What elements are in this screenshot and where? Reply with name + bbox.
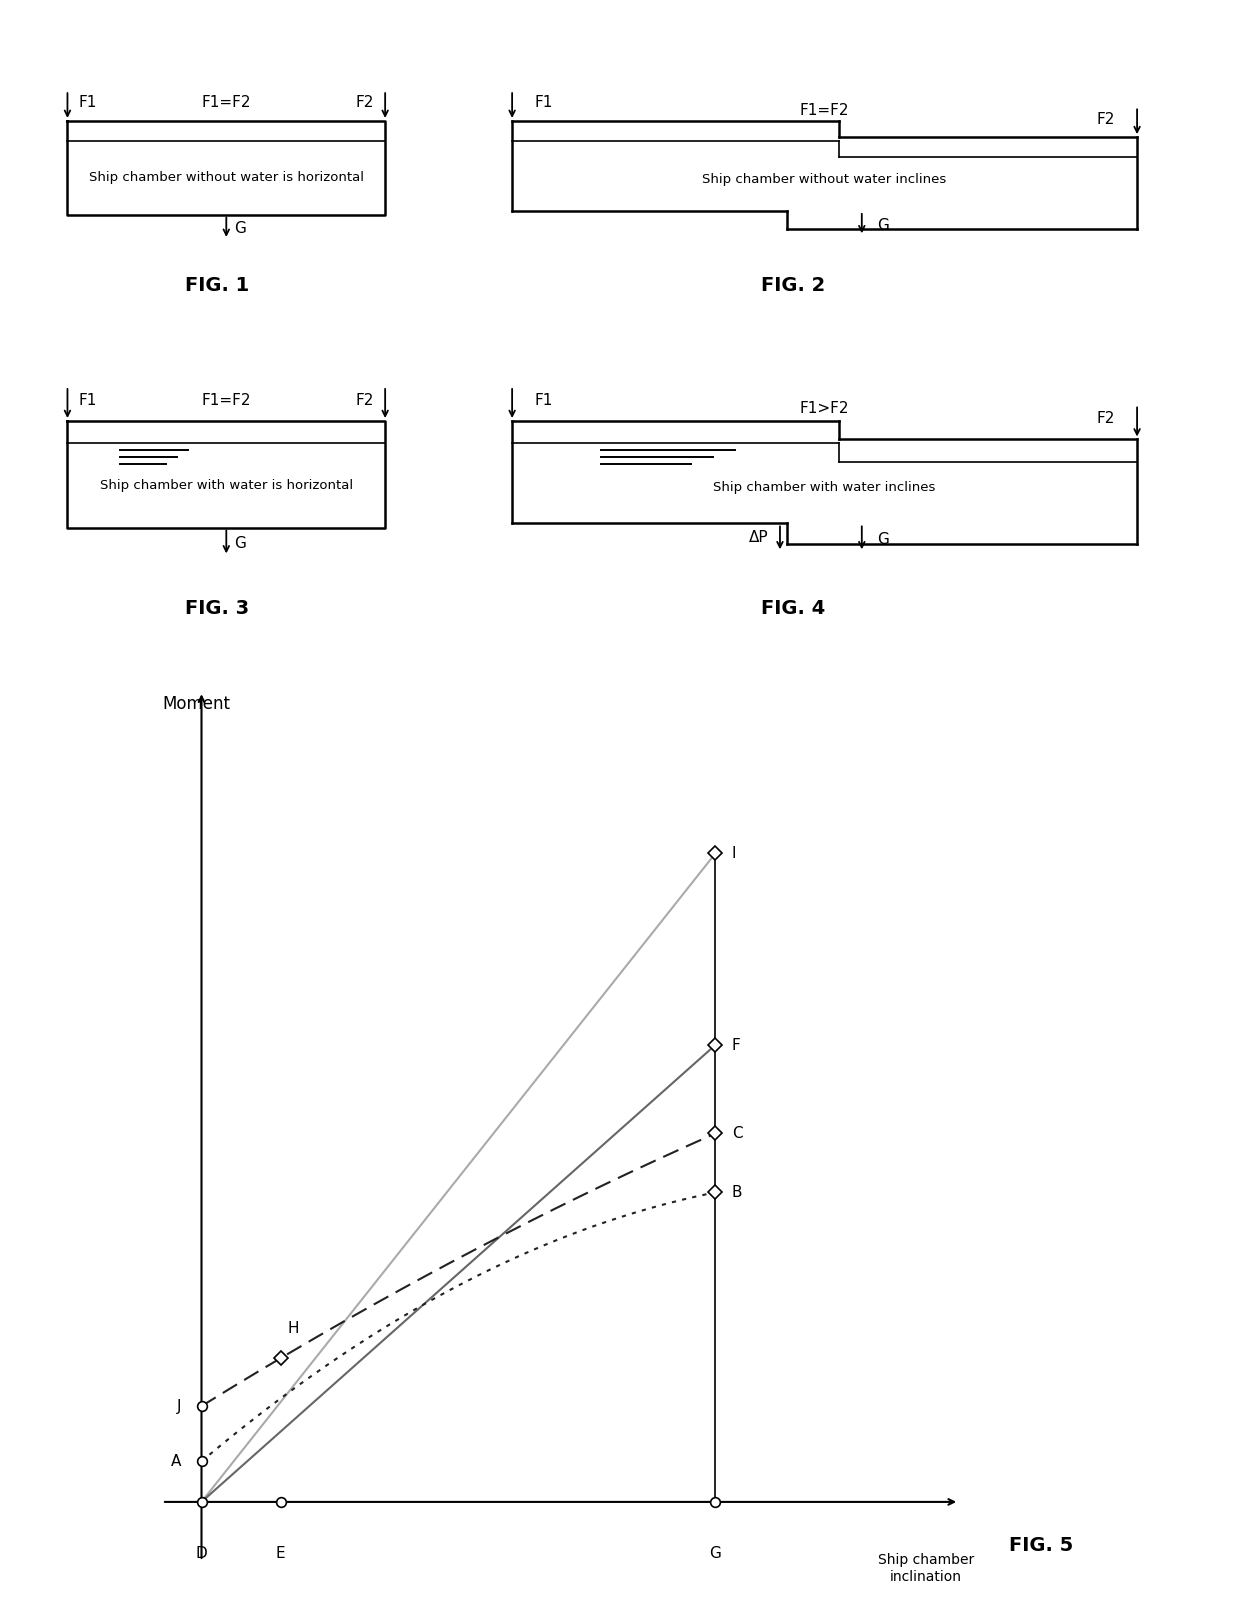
- Text: E: E: [275, 1547, 285, 1561]
- Text: F2: F2: [356, 95, 373, 110]
- Text: G: G: [234, 221, 246, 236]
- Text: Ship chamber without water inclines: Ship chamber without water inclines: [703, 173, 946, 186]
- Text: G: G: [709, 1547, 722, 1561]
- Text: F2: F2: [1096, 112, 1115, 126]
- Text: A: A: [171, 1454, 182, 1469]
- Text: F2: F2: [1096, 412, 1115, 427]
- Text: F1>F2: F1>F2: [800, 401, 849, 415]
- Text: J: J: [177, 1398, 182, 1414]
- Text: F1: F1: [79, 393, 97, 407]
- Text: G: G: [877, 532, 889, 548]
- Text: Ship chamber
inclination: Ship chamber inclination: [878, 1553, 975, 1584]
- Text: F1=F2: F1=F2: [800, 102, 849, 118]
- Text: Ship chamber with water is horizontal: Ship chamber with water is horizontal: [99, 478, 353, 491]
- Text: FIG. 1: FIG. 1: [185, 276, 249, 294]
- Text: FIG. 5: FIG. 5: [1009, 1537, 1074, 1555]
- Text: H: H: [288, 1322, 299, 1336]
- Text: B: B: [732, 1185, 743, 1201]
- Text: F1=F2: F1=F2: [202, 393, 250, 407]
- Text: Moment: Moment: [162, 695, 229, 713]
- Text: I: I: [732, 845, 737, 861]
- Text: F1: F1: [79, 95, 97, 110]
- Text: F1: F1: [534, 95, 553, 110]
- Text: Ship chamber without water is horizontal: Ship chamber without water is horizontal: [89, 171, 363, 184]
- Text: D: D: [196, 1547, 207, 1561]
- Text: ΔP: ΔP: [749, 530, 769, 545]
- Text: FIG. 3: FIG. 3: [185, 600, 249, 617]
- Text: F1=F2: F1=F2: [202, 95, 250, 110]
- Text: F2: F2: [356, 393, 373, 407]
- Text: C: C: [732, 1126, 743, 1141]
- Text: G: G: [234, 537, 246, 551]
- Text: FIG. 2: FIG. 2: [761, 276, 826, 294]
- Text: F: F: [732, 1037, 740, 1052]
- Text: Ship chamber with water inclines: Ship chamber with water inclines: [713, 482, 936, 494]
- Text: F1: F1: [534, 393, 553, 407]
- Text: FIG. 4: FIG. 4: [761, 600, 826, 617]
- Text: G: G: [877, 218, 889, 233]
